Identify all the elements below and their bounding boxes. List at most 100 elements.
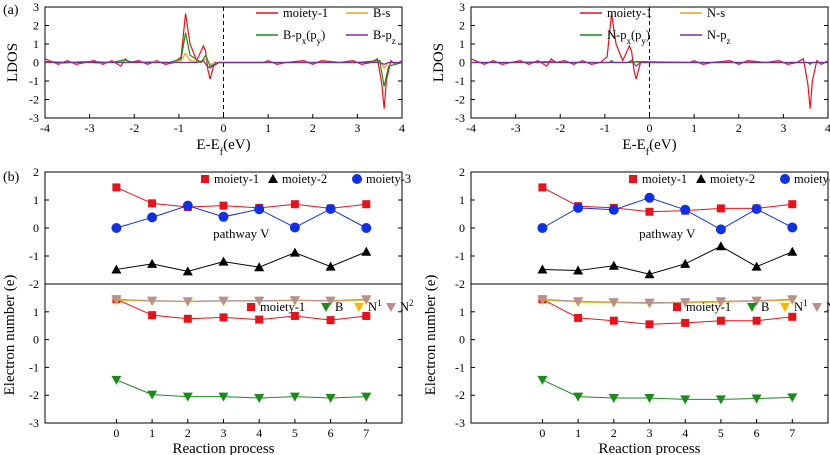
y-tick-label: 1 [33, 193, 39, 207]
x-tick-label: 3 [354, 121, 360, 135]
legend-marker-moiety-1 [673, 303, 681, 311]
data-point-moiety-1 [326, 316, 335, 325]
data-point-moiety-3 [218, 211, 229, 222]
x-tick-label: 1 [265, 121, 271, 135]
legend-label: moiety-1 [642, 172, 687, 186]
data-point-B [147, 390, 158, 400]
data-point-moiety-3 [254, 204, 265, 215]
y-tick-label: -2 [29, 388, 39, 402]
x-tick-label: 0 [647, 121, 653, 135]
series-line-N2 [542, 298, 793, 304]
data-point-moiety-2 [787, 246, 798, 256]
y-tick-label: -2 [455, 388, 465, 402]
data-point-moiety-2 [218, 256, 229, 266]
data-point-N2 [608, 298, 619, 308]
series-line-N1 [542, 299, 793, 304]
data-point-moiety-3 [325, 203, 336, 214]
x-tick-label: 4 [399, 121, 405, 135]
legend-marker-moiety-1 [629, 175, 637, 183]
data-point-B [182, 392, 193, 402]
y-tick-label: -3 [29, 111, 39, 125]
data-point-moiety-3 [111, 223, 122, 233]
data-point-N2 [573, 297, 584, 307]
data-point-moiety-1 [219, 313, 228, 322]
data-point-moiety-1 [362, 200, 371, 209]
data-point-N2 [787, 295, 798, 305]
y-tick-label: 1 [33, 305, 39, 319]
chart-electron_left_top: -2 -1 0 1 2 pathway V moiety-1 moiety-2 moiety-3 [29, 165, 411, 291]
data-point-B [254, 393, 265, 403]
data-point-moiety-1 [681, 318, 690, 327]
data-point-moiety-2 [537, 264, 548, 274]
data-point-moiety-2 [573, 265, 584, 275]
y-tick-label: 2 [459, 19, 465, 33]
x-tick-label: 0 [539, 426, 545, 440]
data-point-moiety-2 [680, 258, 691, 268]
data-point-N2 [254, 296, 265, 306]
data-point-N2 [182, 297, 193, 307]
data-point-moiety-1 [290, 311, 299, 320]
data-point-B [361, 392, 372, 402]
x-tick-label: 3 [780, 121, 786, 135]
x-tick-label: 1 [691, 121, 697, 135]
data-point-moiety-3 [361, 223, 372, 233]
data-point-B [537, 375, 548, 385]
data-point-moiety-1 [219, 201, 228, 210]
data-point-moiety-3 [608, 204, 619, 215]
data-point-moiety-1 [752, 316, 761, 325]
x-tick-label: 2 [736, 121, 742, 135]
y-axis-label: LDOS [5, 43, 21, 82]
y-tick-label: 0 [459, 56, 465, 70]
data-point-moiety-3 [787, 222, 798, 233]
series-line-moiety-2 [542, 245, 793, 275]
data-point-moiety-3 [147, 212, 158, 223]
data-point-moiety-1 [362, 311, 371, 320]
legend-label: N2 [400, 298, 414, 314]
series-line-moiety-2 [116, 251, 367, 272]
pathway-annotation: pathway V [639, 226, 696, 241]
chart-electron_right_top: -2 -1 0 1 2 pathway V moiety-1 moiety-2 moiety-3 [455, 165, 830, 291]
series-line-N-pz [471, 59, 828, 68]
legend-label: N-s [707, 6, 725, 20]
series-line-B-px(py) [44, 32, 403, 87]
y-tick-label: -2 [29, 93, 39, 107]
x-tick-label: 6 [328, 426, 334, 440]
data-point-moiety-3 [644, 192, 655, 203]
data-point-B [787, 393, 798, 403]
data-point-moiety-1 [788, 200, 797, 209]
y-tick-label: -3 [29, 416, 39, 430]
x-axis-label: Reaction process [172, 441, 274, 455]
chart-electron_right_bottom: -3 -2 -1 0 1 0 1 2 3 4 5 6 7 Reaction process moiety-1… [455, 283, 830, 455]
legend: moiety-1 N-s N-px(py) N-pz [580, 6, 730, 46]
legend-label: moiety-1 [283, 6, 328, 20]
legend-label: moiety-1 [214, 172, 259, 186]
panel-label-b: (b) [3, 170, 20, 185]
x-tick-label: -3 [511, 121, 521, 135]
legend-label: N1 [368, 298, 382, 314]
x-tick-label: 1 [575, 426, 581, 440]
legend-label: moiety-2 [282, 172, 327, 186]
y-tick-label: 0 [459, 221, 465, 235]
data-point-N2 [289, 296, 300, 306]
y-tick-label: -1 [455, 360, 465, 374]
data-point-moiety-1 [255, 315, 264, 324]
electron-ylabel-right: Electron number (e) [423, 275, 439, 396]
data-point-N2 [147, 296, 158, 306]
data-point-moiety-2 [751, 261, 762, 271]
data-point-moiety-2 [289, 247, 300, 257]
data-point-moiety-1 [609, 316, 618, 325]
legend-label: B-px(py) [283, 28, 325, 46]
data-point-moiety-1 [645, 320, 654, 329]
y-tick-label: 2 [33, 19, 39, 33]
x-tick-label: 5 [718, 426, 724, 440]
data-point-moiety-2 [111, 264, 122, 274]
legend: moiety-1 B N1 N2 [247, 298, 414, 314]
y-tick-label: -2 [455, 93, 465, 107]
pathway-annotation: pathway V [213, 226, 270, 241]
data-point-moiety-2 [361, 246, 372, 256]
data-point-moiety-1 [148, 311, 157, 320]
x-axis-label: Reaction process [598, 441, 700, 455]
x-tick-label: 6 [754, 426, 760, 440]
